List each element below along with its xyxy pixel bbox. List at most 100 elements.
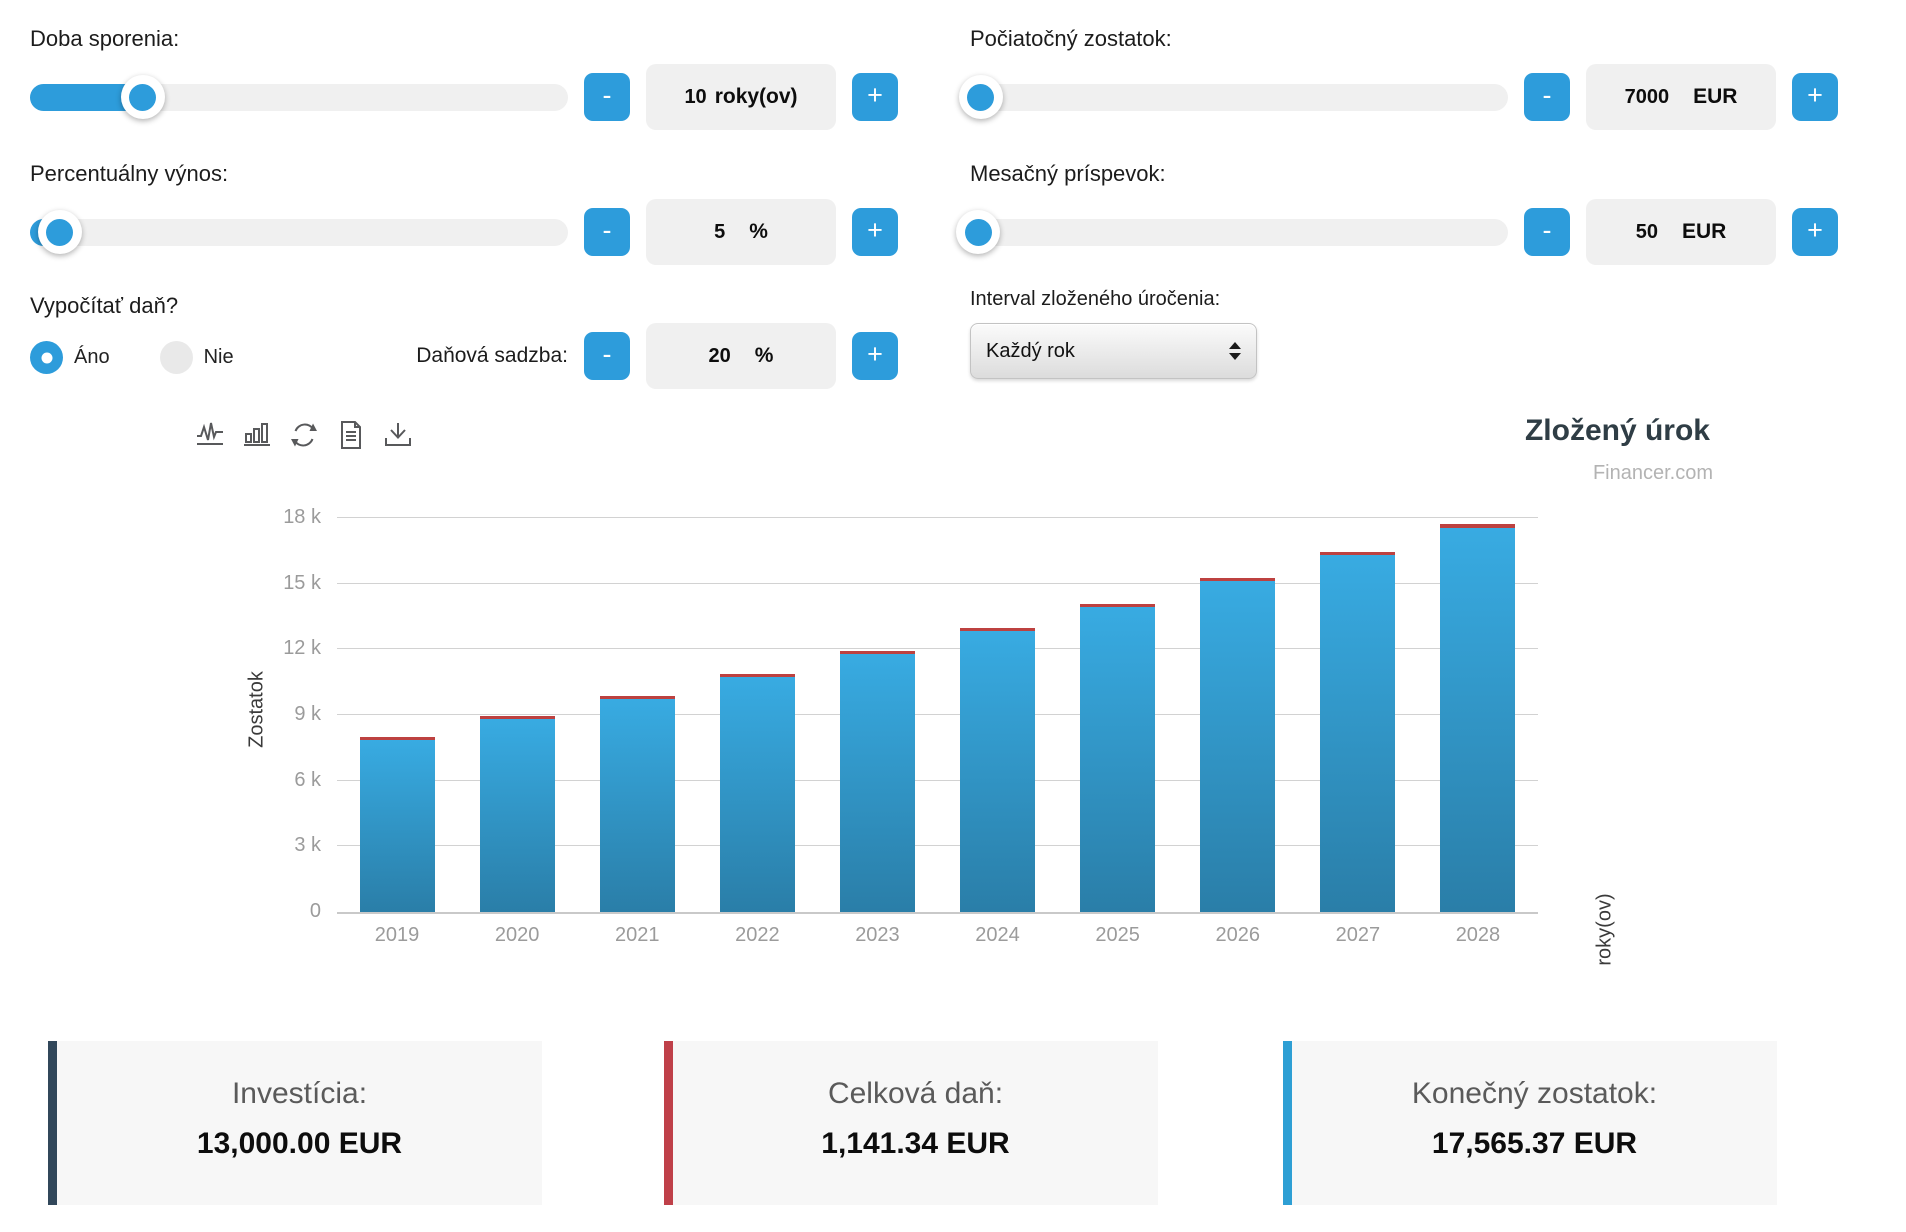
bar-balance-segment	[719, 676, 795, 912]
bar-chart-icon[interactable]	[242, 420, 272, 452]
bar-balance-segment	[1440, 527, 1516, 912]
tax-rate-label: Daňová sadzba:	[416, 344, 568, 367]
x-axis-tick-label: 2024	[975, 924, 1020, 946]
slider-thumb-dot	[967, 83, 995, 111]
monthly-contribution-minus-button[interactable]: -	[1524, 208, 1570, 256]
compound-interval-control: Interval zloženého úročenia: Každý rok	[970, 288, 1838, 379]
savings-period-slider[interactable]	[30, 75, 568, 119]
tax-rate-value[interactable]: 20 %	[646, 323, 836, 389]
bar-tax-segment	[839, 651, 915, 655]
bar-2023	[839, 651, 915, 912]
percent-yield-control: Percentuálny výnos: - 5 % +	[30, 161, 898, 265]
line-chart-icon[interactable]	[195, 420, 225, 452]
final-balance-card-title: Konečný zostatok:	[1411, 1077, 1658, 1110]
initial-balance-number: 7000	[1624, 85, 1670, 108]
initial-balance-plus-button[interactable]: +	[1792, 73, 1838, 121]
initial-balance-unit: EUR	[1693, 85, 1738, 108]
document-icon[interactable]	[336, 420, 366, 452]
savings-period-plus-button[interactable]: +	[852, 73, 898, 121]
bar-balance-segment	[1320, 554, 1396, 912]
percent-yield-slider[interactable]	[30, 210, 568, 254]
slider-thumb[interactable]	[37, 210, 82, 254]
calculate-tax-options: Áno Nie	[30, 341, 898, 374]
initial-balance-control: Počiatočný zostatok: - 7000 EUR +	[958, 26, 1838, 130]
bar-tax-segment	[1080, 603, 1156, 607]
x-axis-tick-label: 2027	[1335, 924, 1381, 946]
compound-interval-label: Interval zloženého úročenia:	[970, 288, 1221, 310]
investment-card: Investícia: 13,000.00 EUR	[48, 1041, 542, 1205]
percent-yield-value[interactable]: 5 %	[646, 199, 836, 265]
bar-tax-segment	[1200, 578, 1276, 582]
tax-no-label[interactable]: Nie	[203, 346, 234, 368]
y-axis-tick-label: 12 k	[283, 637, 321, 660]
initial-balance-minus-button[interactable]: -	[1524, 73, 1570, 121]
y-axis-tick-label: 0	[309, 900, 321, 922]
x-axis-tick-label: 2022	[735, 924, 780, 946]
savings-period-control: Doba sporenia: - 10 roky(ov) +	[30, 26, 898, 130]
slider-thumb[interactable]	[956, 210, 1001, 254]
percent-yield-minus-button[interactable]: -	[584, 208, 630, 256]
investment-card-title: Investícia:	[231, 1077, 368, 1110]
bar-2025	[1080, 603, 1156, 912]
savings-period-minus-button[interactable]: -	[584, 73, 630, 121]
final-balance-card: Konečný zostatok: 17,565.37 EUR	[1283, 1041, 1777, 1205]
bar-tax-segment	[359, 736, 435, 740]
gridline	[337, 714, 1538, 715]
percent-yield-number: 5	[714, 220, 726, 243]
y-axis-tick-label: 15 k	[283, 571, 321, 594]
chart-toolbar	[195, 420, 413, 452]
percent-yield-plus-button[interactable]: +	[852, 208, 898, 256]
refresh-icon[interactable]	[289, 420, 319, 452]
tax-rate-control: Daňová sadzba: - 20 % +	[416, 323, 898, 389]
total-tax-card-value: 1,141.34 EUR	[821, 1127, 1010, 1160]
initial-balance-value[interactable]: 7000 EUR	[1586, 64, 1776, 130]
select-arrows-icon	[1229, 342, 1241, 360]
y-axis-tick-label: 3 k	[294, 834, 321, 857]
x-axis-tick-label: 2021	[614, 924, 660, 946]
monthly-contribution-value[interactable]: 50 EUR	[1586, 199, 1776, 265]
bar-2027	[1320, 551, 1396, 912]
monthly-contribution-slider[interactable]	[956, 210, 1508, 254]
slider-thumb-dot	[964, 218, 992, 246]
monthly-contribution-plus-button[interactable]: +	[1792, 208, 1838, 256]
tax-yes-radio[interactable]	[30, 341, 63, 374]
percent-yield-unit: %	[749, 220, 768, 243]
gridline	[337, 517, 1538, 518]
tax-rate-unit: %	[754, 344, 774, 367]
bar-tax-segment	[719, 673, 795, 677]
bar-tax-segment	[479, 716, 555, 720]
initial-balance-slider[interactable]	[958, 75, 1508, 119]
bar-balance-segment	[839, 654, 915, 912]
bar-tax-segment	[960, 628, 1036, 632]
y-axis-tick-label: 6 k	[294, 768, 321, 791]
slider-thumb[interactable]	[958, 75, 1003, 119]
gridline	[337, 845, 1538, 847]
bar-2019	[359, 736, 435, 912]
savings-period-value[interactable]: 10 roky(ov)	[646, 64, 836, 130]
monthly-contribution-unit: EUR	[1681, 220, 1727, 243]
bar-balance-segment	[359, 739, 435, 912]
bar-balance-segment	[479, 719, 555, 912]
bar-2022	[719, 673, 795, 912]
tax-rate-minus-button[interactable]: -	[584, 332, 630, 380]
tax-section: Vypočítať daň? Áno Nie Daňová sadzba: - …	[30, 293, 898, 389]
x-axis-tick-label: 2028	[1455, 924, 1501, 946]
tax-yes-label[interactable]: Áno	[74, 346, 110, 368]
monthly-contribution-label: Mesačný príspevok:	[970, 161, 1166, 186]
bar-balance-segment	[1080, 606, 1156, 912]
tax-rate-plus-button[interactable]: +	[852, 332, 898, 380]
x-axis-tick-label: 2023	[855, 924, 900, 946]
plot-area: 0 3 k 6 k 9 k 12 k 15 k 18 k 2019 2020 2021 2022 20…	[283, 506, 1538, 946]
percent-yield-label: Percentuálny výnos:	[30, 161, 229, 186]
slider-thumb[interactable]	[120, 75, 165, 119]
calculate-tax-label: Vypočítať daň?	[30, 293, 179, 318]
tax-rate-number: 20	[708, 344, 731, 367]
x-axis-tick-label: 2025	[1095, 924, 1140, 946]
total-tax-card-title: Celková daň:	[827, 1077, 1004, 1110]
monthly-contribution-control: Mesačný príspevok: - 50 EUR +	[956, 161, 1838, 265]
compound-interval-select[interactable]: Každý rok	[970, 323, 1257, 379]
download-icon[interactable]	[383, 420, 413, 452]
tax-no-radio[interactable]	[159, 341, 193, 374]
initial-balance-label: Počiatočný zostatok:	[970, 26, 1172, 51]
